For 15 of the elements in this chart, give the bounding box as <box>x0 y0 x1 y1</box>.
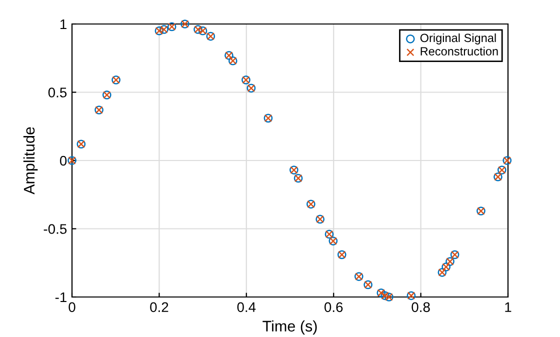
y-tick-label: -0.5 <box>44 224 67 234</box>
x-tick-label: 0.6 <box>324 302 343 312</box>
y-tick-label: 0 <box>60 156 67 166</box>
y-tick-label: -1 <box>55 292 66 302</box>
legend-label: Reconstruction <box>420 46 498 56</box>
y-tick-label: 1 <box>60 19 66 30</box>
x-tick-label: 0 <box>68 302 76 312</box>
x-tick-label: 0.4 <box>237 302 256 312</box>
x-tick-label: 0.2 <box>150 302 168 312</box>
x-tick-label: 1 <box>505 302 512 312</box>
x-axis-title: Time (s) <box>262 320 317 335</box>
x-tick-label: 0.8 <box>412 302 430 312</box>
legend-label: Original Signal <box>420 33 496 44</box>
y-tick-label: 0.5 <box>48 88 67 98</box>
y-axis-title: Amplitude <box>23 127 38 194</box>
